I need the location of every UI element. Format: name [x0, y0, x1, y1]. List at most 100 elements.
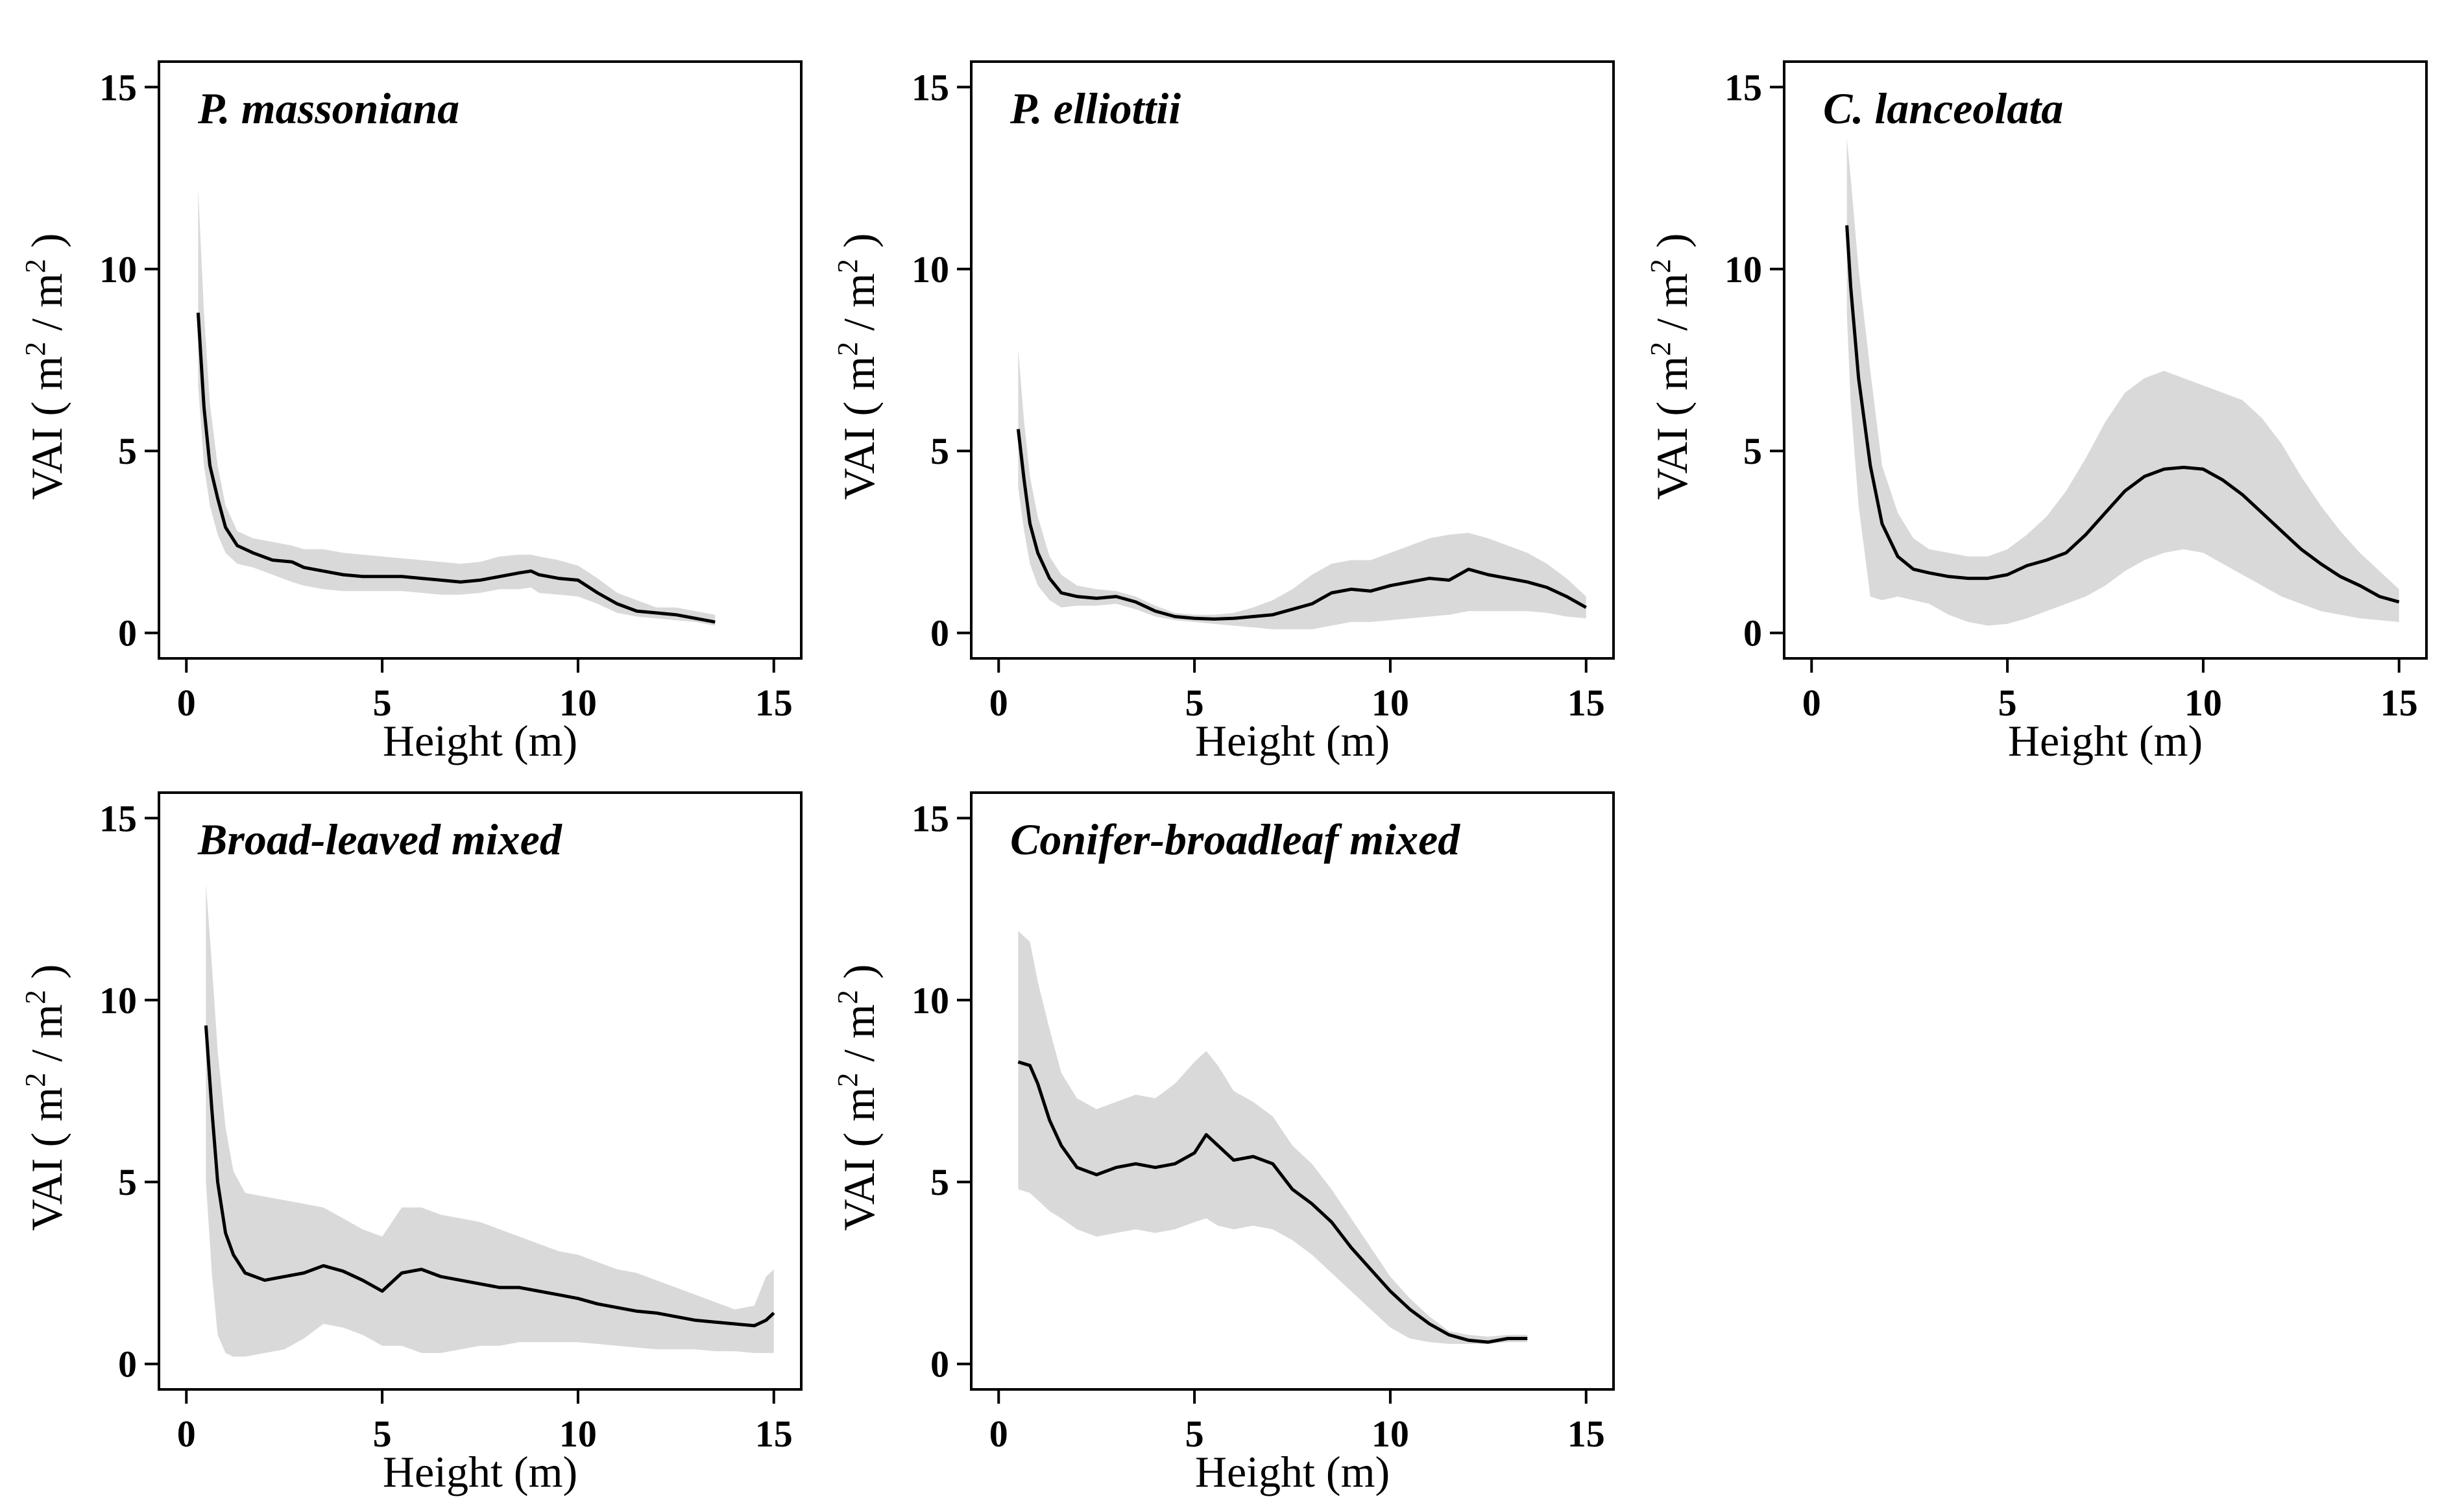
conifer-y-axis-title-part-6: ): [834, 964, 884, 990]
lanceolata-x-tick-label-5: 5: [1998, 682, 2017, 724]
elliottii-y-axis-title-part-5: 2: [832, 259, 864, 273]
lanceolata-y-axis-title-part-5: 2: [1645, 259, 1676, 273]
massoniana-y-axis-title-part-1: m: [22, 356, 71, 390]
broadleaved-y-axis-title: VAI ( m2 / m2 ): [19, 964, 71, 1230]
elliottii-y-tick-label-10: 10: [912, 248, 949, 291]
elliottii-y-tick-label-15: 15: [912, 66, 949, 108]
broadleaved-x-tick-label-5: 5: [373, 1413, 392, 1455]
elliottii-y-axis-title: VAI ( m2 / m2 ): [832, 233, 884, 499]
broadleaved-y-tick-label-15: 15: [99, 797, 137, 839]
conifer-y-axis-title-part-0: VAI (: [834, 1122, 884, 1231]
massoniana-x-tick-label-5: 5: [373, 682, 392, 724]
massoniana-x-tick-label-15: 15: [755, 682, 793, 724]
broadleaved-y-tick-label-0: 0: [118, 1343, 137, 1386]
massoniana-y-axis-title-part-3: /: [22, 307, 71, 342]
panel-lanceolata: 0 5 10 15 0 5 10 15 Height (m) VAI ( m2 / m2 ) C. …: [1645, 60, 2428, 765]
elliottii-y-tick-label-5: 5: [930, 430, 949, 472]
massoniana-panel-title: P. massoniana: [197, 84, 459, 133]
lanceolata-y-tick-label-15: 15: [1724, 66, 1762, 108]
broadleaved-x-tick-label-10: 10: [559, 1413, 597, 1455]
conifer-x-tick-label-10: 10: [1372, 1413, 1409, 1455]
elliottii-x-tick-label-10: 10: [1372, 682, 1409, 724]
massoniana-y-tick-label-10: 10: [99, 248, 137, 291]
massoniana-y-axis-title-part-6: ): [22, 233, 71, 259]
conifer-mean-line: [1017, 1060, 1528, 1344]
lanceolata-y-tick-label-0: 0: [1743, 612, 1762, 654]
conifer-x-tick-label-0: 0: [989, 1413, 1008, 1455]
broadleaved-mean-line: [204, 1025, 775, 1328]
massoniana-x-tick-label-10: 10: [559, 682, 597, 724]
conifer-band: [1018, 931, 1528, 1344]
conifer-y-axis-title-part-1: m: [834, 1087, 884, 1122]
panel-conifer: 0 5 10 15 0 5 10 15 Height (m) VAI ( m2 / m2 ) Con…: [832, 791, 1615, 1496]
conifer-y-tick-label-5: 5: [930, 1161, 949, 1203]
massoniana-y-axis-title-part-4: m: [22, 273, 71, 307]
broadleaved-x-axis-title: Height (m): [383, 1447, 577, 1496]
conifer-y-tick-label-15: 15: [912, 797, 949, 839]
elliottii-band: [1018, 349, 1586, 630]
massoniana-x-axis-title: Height (m): [383, 716, 577, 765]
broadleaved-band: [206, 883, 774, 1357]
broadleaved-x-tick-label-0: 0: [177, 1413, 196, 1455]
conifer-plot-frame: [970, 791, 1615, 1391]
lanceolata-x-tick-label-15: 15: [2380, 682, 2418, 724]
lanceolata-x-tick-label-10: 10: [2184, 682, 2222, 724]
lanceolata-y-axis-title-part-6: ): [1647, 233, 1697, 259]
conifer-y-axis-title-part-4: m: [834, 1004, 884, 1038]
elliottii-y-tick-label-0: 0: [930, 612, 949, 654]
conifer-x-tick-label-5: 5: [1185, 1413, 1204, 1455]
broadleaved-y-axis-title-part-3: /: [22, 1038, 71, 1073]
elliottii-y-axis-title-part-2: 2: [832, 342, 864, 356]
massoniana-mean-line: [196, 312, 716, 624]
conifer-y-axis-title-part-3: /: [834, 1038, 884, 1073]
massoniana-y-tick-label-0: 0: [118, 612, 137, 654]
conifer-y-tick-label-10: 10: [912, 979, 949, 1022]
lanceolata-plot-frame: [1783, 60, 2428, 660]
broadleaved-y-axis-title-part-6: ): [22, 964, 71, 990]
conifer-y-axis-title: VAI ( m2 / m2 ): [832, 964, 884, 1230]
broadleaved-y-axis-title-part-2: 2: [19, 1073, 51, 1087]
lanceolata-x-axis-title: Height (m): [2008, 716, 2203, 765]
lanceolata-y-axis-title-part-2: 2: [1645, 342, 1676, 356]
conifer-y-tick-label-0: 0: [930, 1343, 949, 1386]
massoniana-x-tick-label-0: 0: [177, 682, 196, 724]
broadleaved-plot-frame: [158, 791, 803, 1391]
broadleaved-y-tick-label-5: 5: [118, 1161, 137, 1203]
conifer-y-axis-title-part-5: 2: [832, 990, 864, 1004]
lanceolata-y-axis-title-part-1: m: [1647, 356, 1697, 390]
broadleaved-y-tick-label-10: 10: [99, 979, 137, 1022]
elliottii-x-axis-title: Height (m): [1195, 716, 1390, 765]
lanceolata-band: [1846, 138, 2399, 626]
lanceolata-y-axis-title-part-0: VAI (: [1647, 390, 1697, 500]
lanceolata-panel-title: C. lanceolata: [1823, 84, 2063, 133]
elliottii-y-axis-title-part-6: ): [834, 233, 884, 259]
lanceolata-x-tick-label-0: 0: [1802, 682, 1821, 724]
massoniana-y-axis-title-part-2: 2: [19, 342, 51, 356]
elliottii-mean-line: [1016, 429, 1587, 621]
elliottii-y-axis-title-part-4: m: [834, 273, 884, 307]
lanceolata-y-tick-label-10: 10: [1724, 248, 1762, 291]
conifer-x-axis-title: Height (m): [1195, 1447, 1390, 1496]
elliottii-x-tick-label-15: 15: [1567, 682, 1605, 724]
conifer-panel-title: Conifer-broadleaf mixed: [1010, 815, 1460, 864]
elliottii-x-tick-label-5: 5: [1185, 682, 1204, 724]
massoniana-y-tick-label-5: 5: [118, 430, 137, 472]
massoniana-y-axis-title-part-5: 2: [19, 259, 51, 273]
lanceolata-y-axis-title-part-3: /: [1647, 307, 1697, 342]
elliottii-y-axis-title-part-3: /: [834, 307, 884, 342]
broadleaved-y-axis-title-part-5: 2: [19, 990, 51, 1004]
elliottii-plot-frame: [970, 60, 1615, 660]
conifer-x-tick-label-15: 15: [1567, 1413, 1605, 1455]
lanceolata-y-axis-title: VAI ( m2 / m2 ): [1645, 233, 1697, 499]
broadleaved-y-axis-title-part-0: VAI (: [22, 1122, 71, 1231]
lanceolata-mean-line: [1845, 225, 2400, 604]
massoniana-y-tick-label-15: 15: [99, 66, 137, 108]
lanceolata-y-tick-label-5: 5: [1743, 430, 1762, 472]
broadleaved-panel-title: Broad-leaved mixed: [197, 815, 562, 864]
massoniana-y-axis-title-part-0: VAI (: [22, 390, 71, 500]
